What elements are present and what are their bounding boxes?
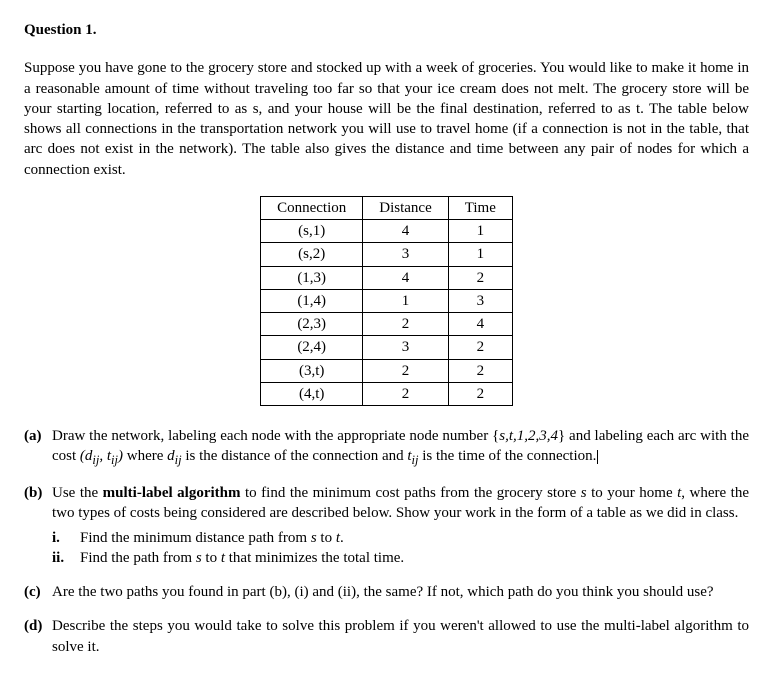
part-c-body: Are the two paths you found in part (b),… — [52, 582, 749, 602]
text-cursor — [597, 450, 598, 464]
part-b-label: (b) — [24, 483, 52, 568]
table-row: (2,3)24 — [261, 313, 513, 336]
table-header-row: Connection Distance Time — [261, 196, 513, 219]
intro-paragraph: Suppose you have gone to the grocery sto… — [24, 58, 749, 180]
part-d-label: (d) — [24, 616, 52, 657]
part-b-i: i. Find the minimum distance path from s… — [52, 528, 749, 548]
connections-table: Connection Distance Time (s,1)41 (s,2)31… — [260, 196, 513, 406]
part-b-body: Use the multi-label algorithm to find th… — [52, 483, 749, 568]
col-time: Time — [448, 196, 512, 219]
table-row: (2,4)32 — [261, 336, 513, 359]
table-row: (4,t)22 — [261, 382, 513, 405]
part-b-ii: ii. Find the path from s to t that minim… — [52, 548, 749, 568]
part-a-body: Draw the network, labeling each node wit… — [52, 426, 749, 469]
part-c-label: (c) — [24, 582, 52, 602]
col-distance: Distance — [363, 196, 448, 219]
table-row: (3,t)22 — [261, 359, 513, 382]
table-row: (1,4)13 — [261, 289, 513, 312]
part-d-body: Describe the steps you would take to sol… — [52, 616, 749, 657]
table-row: (s,2)31 — [261, 243, 513, 266]
table-row: (1,3)42 — [261, 266, 513, 289]
part-c: (c) Are the two paths you found in part … — [24, 582, 749, 602]
part-a-label: (a) — [24, 426, 52, 469]
part-d: (d) Describe the steps you would take to… — [24, 616, 749, 657]
col-connection: Connection — [261, 196, 363, 219]
question-title: Question 1. — [24, 20, 749, 40]
part-a: (a) Draw the network, labeling each node… — [24, 426, 749, 469]
part-b: (b) Use the multi-label algorithm to fin… — [24, 483, 749, 568]
table-row: (s,1)41 — [261, 220, 513, 243]
